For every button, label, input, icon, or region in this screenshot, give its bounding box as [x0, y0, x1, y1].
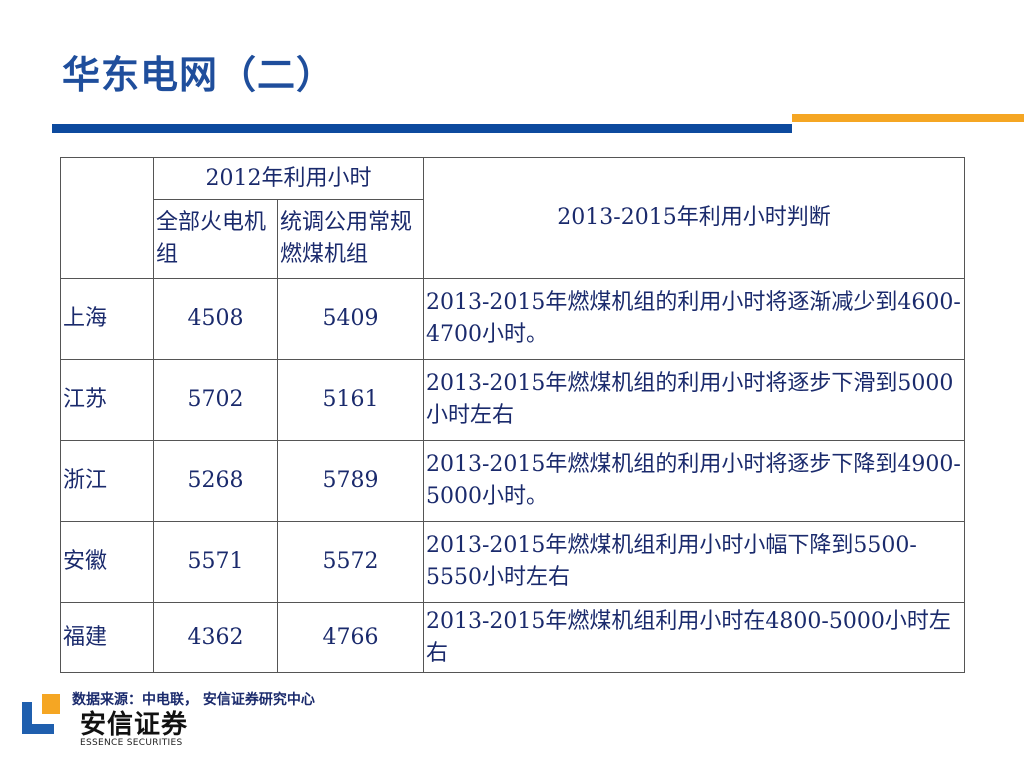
header-2012-group: 2012年利用小时: [153, 157, 424, 200]
judgment-cell: 2013-2015年燃煤机组的利用小时将逐步下降到4900-5000小时。: [423, 440, 965, 522]
table-header-row: 2012年利用小时 2013-2015年利用小时判断: [60, 157, 965, 279]
coal-units-cell: 5409: [277, 278, 424, 360]
table-row: 安徽 5571 5572 2013-2015年燃煤机组利用小时小幅下降到5500…: [60, 521, 965, 603]
table-row: 上海 4508 5409 2013-2015年燃煤机组的利用小时将逐渐减少到46…: [60, 278, 965, 360]
table-row: 浙江 5268 5789 2013-2015年燃煤机组的利用小时将逐步下降到49…: [60, 440, 965, 522]
company-logo: 安信证券 ESSENCE SECURITIES: [22, 694, 222, 754]
all-thermal-cell: 4362: [153, 602, 278, 673]
header-judgment: 2013-2015年利用小时判断: [423, 157, 965, 279]
judgment-cell: 2013-2015年燃煤机组利用小时小幅下降到5500-5550小时左右: [423, 521, 965, 603]
title-underline-blue: [52, 124, 792, 133]
table-subheader-row: 全部火电机组 统调公用常规燃煤机组: [61, 199, 965, 279]
all-thermal-cell: 5702: [153, 359, 278, 441]
coal-units-cell: 5789: [277, 440, 424, 522]
region-cell: 福建: [60, 602, 154, 673]
logo-name-cn: 安信证券: [80, 710, 189, 740]
region-cell: 浙江: [60, 440, 154, 522]
utilization-hours-table: 2012年利用小时 2013-2015年利用小时判断 全部火电机组 统调公用常规…: [60, 157, 965, 673]
judgment-cell: 2013-2015年燃煤机组利用小时在4800-5000小时左右: [423, 602, 965, 673]
judgment-cell: 2013-2015年燃煤机组的利用小时将逐步下滑到5000小时左右: [423, 359, 965, 441]
header-all-thermal: 全部火电机组: [153, 199, 278, 279]
coal-units-cell: 5572: [277, 521, 424, 603]
title-underline-orange: [792, 114, 1024, 122]
coal-units-cell: 5161: [277, 359, 424, 441]
judgment-cell: 2013-2015年燃煤机组的利用小时将逐渐减少到4600-4700小时。: [423, 278, 965, 360]
page-title: 华东电网（二）: [62, 53, 336, 97]
region-cell: 安徽: [60, 521, 154, 603]
all-thermal-cell: 5268: [153, 440, 278, 522]
all-thermal-cell: 5571: [153, 521, 278, 603]
region-cell: 上海: [60, 278, 154, 360]
table-row: 江苏 5702 5161 2013-2015年燃煤机组的利用小时将逐步下滑到50…: [60, 359, 965, 441]
table-row: 福建 4362 4766 2013-2015年燃煤机组利用小时在4800-500…: [60, 602, 965, 673]
essence-securities-logo-icon: [22, 694, 60, 734]
header-coal-units: 统调公用常规燃煤机组: [277, 199, 424, 279]
region-cell: 江苏: [60, 359, 154, 441]
logo-name-en: ESSENCE SECURITIES: [80, 738, 183, 748]
coal-units-cell: 4766: [277, 602, 424, 673]
header-empty-cell: [60, 157, 154, 279]
source-note: 数据来源：中电联， 安信证券研究中心: [72, 692, 315, 708]
all-thermal-cell: 4508: [153, 278, 278, 360]
